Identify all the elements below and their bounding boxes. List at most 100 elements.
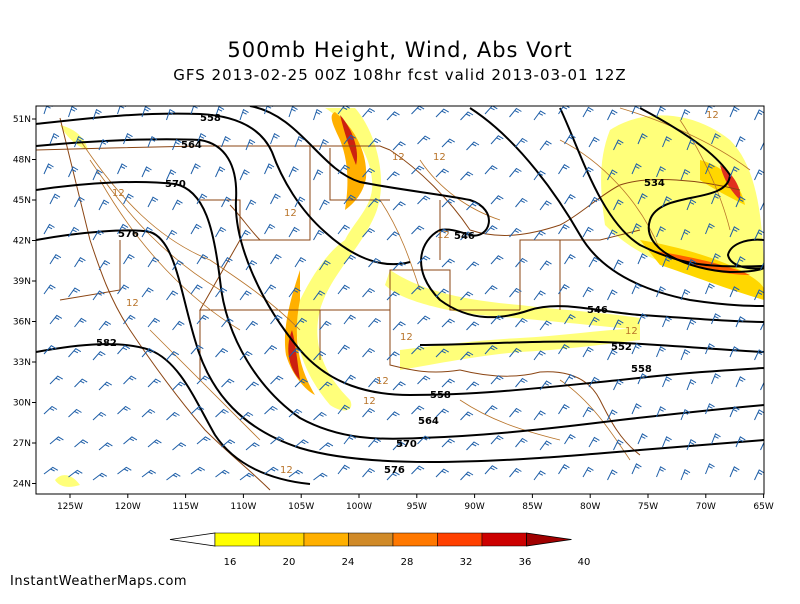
wind-barb <box>319 138 329 151</box>
lat-label: 39N <box>13 277 31 287</box>
wind-barb <box>558 164 570 175</box>
wind-barb <box>288 226 300 238</box>
colorbar-tick-label: 40 <box>578 557 591 568</box>
lon-label: 65W <box>753 502 773 512</box>
wind-barb <box>631 283 642 295</box>
wind-barb <box>270 375 284 385</box>
wind-barb <box>729 406 740 418</box>
wind-barb <box>245 260 258 271</box>
wind-barb <box>509 467 522 478</box>
wind-barb <box>245 381 259 391</box>
wind-barb <box>637 313 648 325</box>
wind-barb <box>270 193 281 205</box>
wind-barb <box>729 226 740 238</box>
wind-barb <box>123 193 134 205</box>
wind-barb <box>386 291 400 301</box>
wind-barb <box>74 135 84 148</box>
wind-barb <box>98 138 109 151</box>
wind-barb <box>754 409 764 421</box>
wind-barb <box>49 193 61 205</box>
lat-label: 42N <box>13 237 31 247</box>
wind-barb <box>680 108 691 121</box>
wind-barb <box>270 254 282 265</box>
wind-barb <box>74 196 85 208</box>
wind-barb <box>313 290 326 301</box>
wind-barb <box>607 229 618 241</box>
wind-barb <box>607 469 618 481</box>
wind-barb <box>313 169 324 181</box>
wind-barb <box>68 287 81 298</box>
vort-label: 12 <box>112 188 125 199</box>
wind-barb <box>435 108 449 118</box>
height-label: 558 <box>631 364 652 375</box>
wind-barb <box>68 469 83 478</box>
wind-barb <box>564 434 576 445</box>
wind-barb <box>582 106 594 118</box>
wind-barb <box>441 258 455 268</box>
wind-barb <box>362 167 375 178</box>
wind-barb <box>196 436 211 445</box>
wind-barb <box>686 258 697 271</box>
wind-barb <box>43 223 55 235</box>
colorbar-tick-label: 28 <box>401 557 414 568</box>
wind-barb <box>264 106 274 115</box>
wind-barb <box>337 464 350 475</box>
wind-barb <box>613 139 624 151</box>
wind-barb <box>705 283 715 295</box>
wind-barb <box>147 317 161 328</box>
wind-barb <box>117 405 131 415</box>
colorbar-bin <box>303 532 349 547</box>
lon-label: 85W <box>522 502 542 512</box>
wind-barb <box>564 134 576 145</box>
wind-barb <box>680 288 691 301</box>
wind-barb <box>637 433 648 445</box>
lat-label: 24N <box>13 480 31 490</box>
wind-barb <box>92 108 102 121</box>
wind-barb <box>564 314 576 325</box>
wind-barb <box>533 290 546 301</box>
height-labels: 558 564 570 576 582 534 546 546 552 558 … <box>96 113 665 476</box>
wind-barb <box>735 256 746 268</box>
wind-barb <box>288 287 301 298</box>
wind-barb <box>239 229 251 241</box>
wind-barb <box>509 347 522 358</box>
wind-barb <box>221 317 234 328</box>
wind-barb <box>705 223 715 235</box>
wind-barb <box>711 373 721 385</box>
wind-barb <box>294 135 305 148</box>
wind-barb <box>313 108 323 121</box>
wind-barb <box>662 316 672 328</box>
wind-barb <box>686 318 697 331</box>
wind-barb <box>49 436 64 445</box>
wind-barb <box>362 227 375 238</box>
wind-barb <box>215 106 225 118</box>
wind-barb <box>637 373 648 385</box>
wind-barb <box>582 166 594 178</box>
wind-barb <box>729 106 740 118</box>
wind-barb <box>319 260 331 271</box>
wind-barb <box>631 223 642 235</box>
colorbar-tick-label: 32 <box>460 557 473 568</box>
height-contours <box>36 106 764 485</box>
wind-barb <box>319 320 332 331</box>
wind-barb <box>613 259 624 271</box>
wind-barb <box>729 286 740 298</box>
colorbar-tick-label: 20 <box>283 557 296 568</box>
wind-barb <box>735 316 746 328</box>
wind-barb <box>141 408 156 418</box>
wind-barb <box>711 313 721 325</box>
wind-barb <box>411 465 425 475</box>
site-credit: InstantWeatherMaps.com <box>10 574 188 589</box>
wind-barb <box>466 141 480 151</box>
wind-barb <box>539 140 552 151</box>
wind-barb <box>662 256 672 268</box>
wind-barb <box>509 167 522 178</box>
wind-barb <box>705 343 715 355</box>
height-label: 558 <box>200 113 221 124</box>
vort-label: 12 <box>363 396 376 407</box>
wind-barb <box>172 320 185 331</box>
vort-label: 12 <box>625 326 638 337</box>
height-label: 564 <box>181 140 202 151</box>
wind-barb <box>313 472 328 481</box>
wind-barb <box>264 345 278 355</box>
